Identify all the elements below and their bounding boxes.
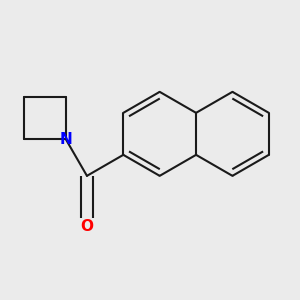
Text: N: N: [60, 132, 72, 147]
Text: O: O: [80, 220, 93, 235]
